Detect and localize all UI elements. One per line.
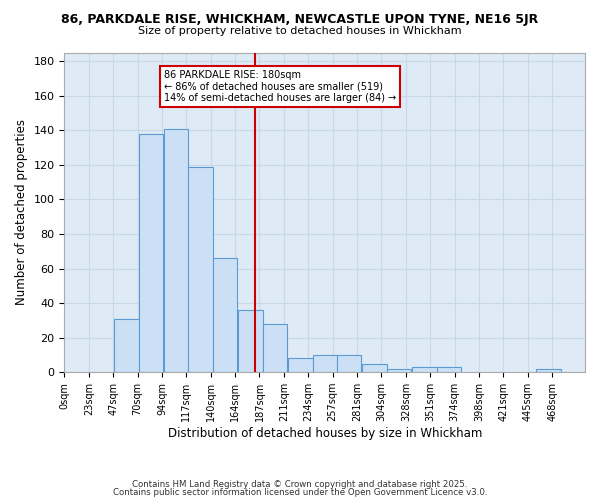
- Bar: [437, 367, 461, 372]
- Bar: [114, 318, 139, 372]
- Bar: [337, 355, 361, 372]
- Bar: [213, 258, 237, 372]
- Y-axis label: Number of detached properties: Number of detached properties: [15, 120, 28, 306]
- Bar: [362, 364, 387, 372]
- Bar: [288, 358, 313, 372]
- Bar: [387, 369, 411, 372]
- Bar: [188, 166, 213, 372]
- Text: Size of property relative to detached houses in Whickham: Size of property relative to detached ho…: [138, 26, 462, 36]
- Bar: [139, 134, 163, 372]
- X-axis label: Distribution of detached houses by size in Whickham: Distribution of detached houses by size …: [167, 427, 482, 440]
- Bar: [536, 369, 560, 372]
- Bar: [313, 355, 337, 372]
- Bar: [263, 324, 287, 372]
- Bar: [238, 310, 263, 372]
- Text: Contains HM Land Registry data © Crown copyright and database right 2025.: Contains HM Land Registry data © Crown c…: [132, 480, 468, 489]
- Text: Contains public sector information licensed under the Open Government Licence v3: Contains public sector information licen…: [113, 488, 487, 497]
- Bar: [412, 367, 437, 372]
- Bar: [164, 128, 188, 372]
- Text: 86, PARKDALE RISE, WHICKHAM, NEWCASTLE UPON TYNE, NE16 5JR: 86, PARKDALE RISE, WHICKHAM, NEWCASTLE U…: [61, 12, 539, 26]
- Text: 86 PARKDALE RISE: 180sqm
← 86% of detached houses are smaller (519)
14% of semi-: 86 PARKDALE RISE: 180sqm ← 86% of detach…: [164, 70, 397, 103]
